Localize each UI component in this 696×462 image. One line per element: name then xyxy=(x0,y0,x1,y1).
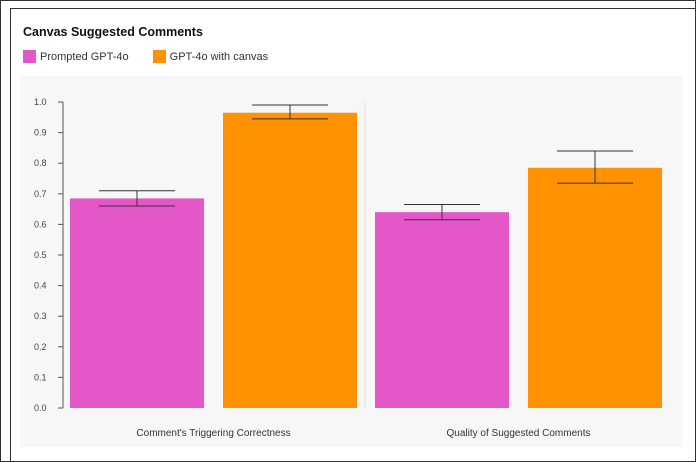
y-tick-label: 0.7 xyxy=(34,189,47,199)
y-tick-label: 0.0 xyxy=(34,403,47,413)
x-category-label: Quality of Suggested Comments xyxy=(447,428,591,439)
y-tick-label: 0.8 xyxy=(34,158,47,168)
y-tick-label: 0.1 xyxy=(34,372,47,382)
y-tick-label: 0.6 xyxy=(34,219,47,229)
legend: Prompted GPT-4o GPT-4o with canvas xyxy=(23,50,292,63)
inner-border xyxy=(10,8,695,461)
legend-label-canvas: GPT-4o with canvas xyxy=(169,50,269,63)
chart-title: Canvas Suggested Comments xyxy=(23,25,203,39)
y-tick-label: 0.3 xyxy=(34,311,47,321)
y-tick-label: 0.5 xyxy=(34,250,47,260)
y-tick-label: 0.4 xyxy=(34,281,47,291)
bar xyxy=(375,212,509,408)
legend-item-prompted: Prompted GPT-4o xyxy=(23,50,129,63)
y-tick-label: 0.9 xyxy=(34,128,47,138)
bar xyxy=(528,167,662,408)
legend-label-prompted: Prompted GPT-4o xyxy=(40,50,129,63)
y-tick-label: 1.0 xyxy=(34,97,47,107)
legend-item-canvas: GPT-4o with canvas xyxy=(152,50,269,63)
y-tick-label: 0.2 xyxy=(34,342,47,352)
bar xyxy=(70,198,204,408)
legend-swatch-prompted xyxy=(23,50,36,63)
bar xyxy=(223,112,357,409)
x-category-label: Comment's Triggering Correctness xyxy=(136,428,290,439)
legend-swatch-canvas xyxy=(152,50,166,63)
